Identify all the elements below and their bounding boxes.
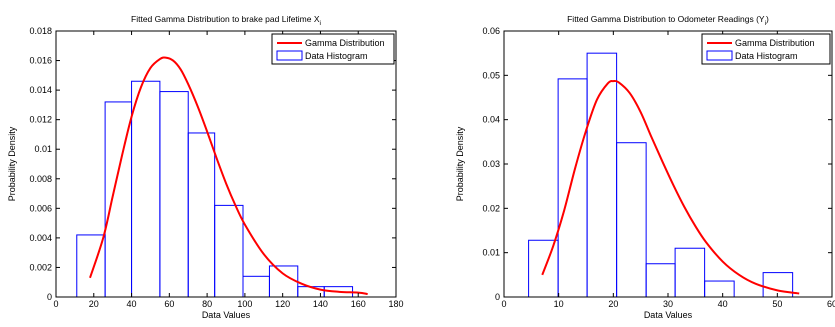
y-axis-label: Probability Density [455, 126, 465, 201]
y-tick-label: 0.002 [29, 262, 52, 272]
x-tick-label: 180 [388, 299, 403, 309]
x-tick-label: 80 [202, 299, 212, 309]
x-axis-label: Data Values [644, 310, 693, 320]
legend-entry-gamma: Gamma Distribution [735, 38, 815, 48]
legend: Gamma Distribution Data Histogram [271, 33, 395, 65]
y-tick-label: 0.01 [34, 144, 52, 154]
gamma-distribution-line [89, 56, 368, 296]
y-tick-label: 0.018 [29, 26, 52, 36]
chart-title-subscript: i [320, 20, 321, 27]
legend-entry-histogram: Data Histogram [735, 51, 798, 61]
x-tick-label: 40 [127, 299, 137, 309]
chart-title: Fitted Gamma Distribution to brake pad L… [131, 14, 321, 27]
chart-title-subscript: i [765, 20, 766, 27]
y-tick-label: 0.012 [29, 115, 52, 125]
x-tick-label: 0 [53, 299, 58, 309]
y-tick-label: 0.008 [29, 174, 52, 184]
x-tick-label: 20 [608, 299, 618, 309]
y-tick-label: 0.004 [29, 233, 52, 243]
axes-frame [55, 30, 397, 298]
plot-area [504, 31, 832, 297]
y-tick-label: 0.014 [29, 85, 52, 95]
y-tick-label: 0.02 [482, 203, 500, 213]
y-tick-label: 0.006 [29, 203, 52, 213]
x-tick-label: 20 [89, 299, 99, 309]
x-tick-label: 50 [772, 299, 782, 309]
x-tick-label: 0 [501, 299, 506, 309]
y-tick-label: 0.01 [482, 248, 500, 258]
x-tick-label: 60 [827, 299, 835, 309]
x-axis-label: Data Values [202, 310, 251, 320]
x-tick-label: 160 [351, 299, 366, 309]
y-tick-label: 0.05 [482, 70, 500, 80]
legend-box [701, 33, 831, 65]
x-tick-label: 60 [164, 299, 174, 309]
chart-title-text: Fitted Gamma Distribution to brake pad L… [131, 14, 320, 24]
gamma-distribution-line [541, 79, 800, 295]
x-tick-label: 40 [718, 299, 728, 309]
y-tick-label: 0 [47, 292, 52, 302]
plot-area [56, 31, 396, 297]
chart-panel-brake-pad: 0 20 40 60 80 100 120 140 160 180 0 0.002 0.004 0.006… [7, 14, 404, 320]
x-tick-label: 100 [237, 299, 252, 309]
legend-histogram-swatch [276, 50, 303, 61]
chart-title-suffix: ) [766, 14, 769, 24]
y-tick-label: 0.04 [482, 115, 500, 125]
legend: Gamma Distribution Data Histogram [701, 33, 831, 65]
chart-title: Fitted Gamma Distribution to Odometer Re… [567, 14, 769, 27]
legend-box [271, 33, 395, 65]
chart-title-text: Fitted Gamma Distribution to Odometer Re… [567, 14, 765, 24]
legend-entry-histogram: Data Histogram [305, 51, 368, 61]
legend-entry-gamma: Gamma Distribution [305, 38, 385, 48]
y-tick-label: 0.016 [29, 56, 52, 66]
x-tick-label: 120 [275, 299, 290, 309]
x-tick-label: 140 [313, 299, 328, 309]
y-tick-label: 0 [495, 292, 500, 302]
y-tick-label: 0.06 [482, 26, 500, 36]
y-axis-label: Probability Density [7, 126, 17, 201]
x-tick-label: 30 [663, 299, 673, 309]
x-tick-label: 10 [554, 299, 564, 309]
legend-histogram-swatch [706, 50, 733, 61]
y-tick-label: 0.03 [482, 159, 500, 169]
chart-panel-odometer: 0 10 20 30 40 50 60 0 0.01 0.02 0.03 0.04 0.05 0.06 Da… [455, 14, 835, 320]
